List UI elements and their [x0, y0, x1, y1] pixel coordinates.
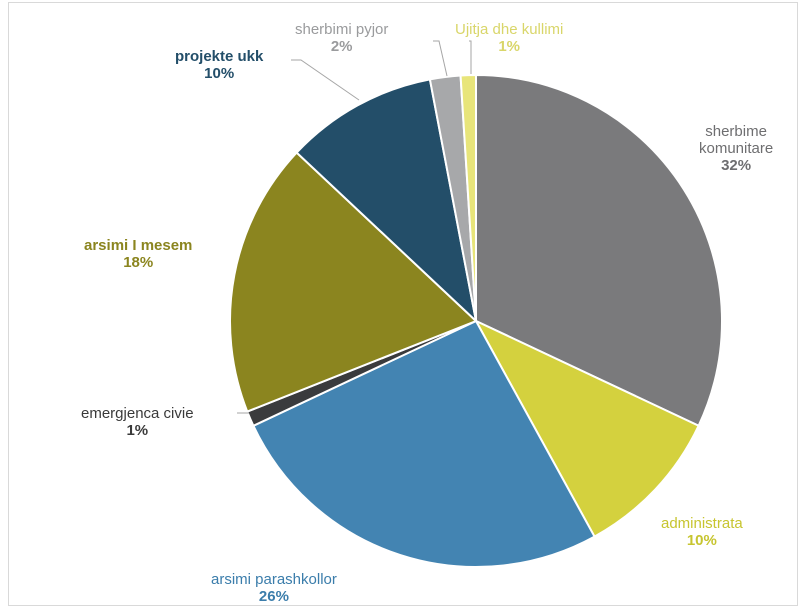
label-projekte-ukk-name: projekte ukk — [175, 48, 264, 65]
label-ujitja-dhe-kullimi-pct: 1% — [498, 38, 521, 55]
label-arsimi-i-mesem-pct: 18% — [123, 254, 154, 271]
label-sherbimi-pyjor: sherbimi pyjor 2% — [295, 21, 388, 55]
label-arsimi-parashkollor-pct: 26% — [258, 588, 289, 605]
slice-arsimi-i-mesem — [229, 151, 478, 413]
label-ujitja-dhe-kullimi-name: Ujitja dhe kullimi — [455, 21, 564, 38]
label-administrata: administrata 10% — [661, 515, 743, 549]
label-emergjenca-civile-name: emergjenca civie — [81, 405, 194, 422]
slice-sherbime-komunitare — [475, 73, 723, 428]
leader-lines — [237, 40, 472, 414]
slice-projekte-ukk — [295, 78, 478, 324]
slice-arsimi-parashkollor — [252, 319, 596, 568]
label-sherbime-komunitare-line1: sherbime — [705, 123, 767, 140]
label-arsimi-i-mesem-name: arsimi I mesem — [84, 237, 193, 254]
label-administrata-name: administrata — [661, 515, 743, 532]
label-sherbime-komunitare-line2: komunitare — [699, 140, 774, 157]
label-administrata-pct: 10% — [686, 532, 717, 549]
label-projekte-ukk-pct: 10% — [204, 65, 235, 82]
leader-line-sherbimi-pyjor — [433, 40, 448, 77]
label-sherbimi-pyjor-name: sherbimi pyjor — [295, 21, 389, 38]
leader-line-projekte-ukk — [291, 59, 360, 101]
slice-administrata — [473, 318, 700, 538]
pie-chart — [229, 40, 723, 568]
label-emergjenca-civile: emergjenca civie 1% — [81, 405, 194, 439]
label-sherbime-komunitare: sherbime komunitare 32% — [699, 123, 773, 174]
leader-line-ujitja — [469, 40, 472, 74]
label-arsimi-i-mesem: arsimi I mesem 18% — [84, 237, 192, 271]
label-ujitja-dhe-kullimi: Ujitja dhe kullimi 1% — [455, 21, 563, 55]
label-emergjenca-civile-pct: 1% — [126, 422, 149, 439]
label-sherbime-komunitare-pct: 32% — [721, 157, 752, 174]
slice-ujitja-dhe-kullimi — [459, 73, 477, 322]
chart-frame: sherbime komunitare 32% administrata 10%… — [8, 2, 798, 606]
pie-slices — [229, 73, 723, 568]
label-projekte-ukk: projekte ukk 10% — [175, 48, 263, 82]
label-arsimi-parashkollor: arsimi parashkollor 26% — [211, 571, 337, 605]
label-sherbimi-pyjor-pct: 2% — [330, 38, 353, 55]
label-arsimi-parashkollor-name: arsimi parashkollor — [211, 571, 337, 588]
